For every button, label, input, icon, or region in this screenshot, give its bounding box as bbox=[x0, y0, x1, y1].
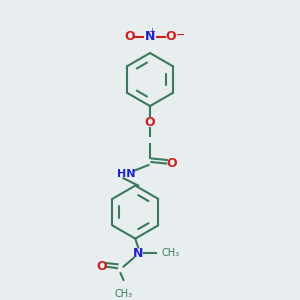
Text: O: O bbox=[124, 30, 135, 43]
Text: −: − bbox=[176, 30, 185, 40]
Text: N: N bbox=[145, 30, 155, 43]
Text: O: O bbox=[165, 30, 176, 43]
Text: O: O bbox=[96, 260, 107, 273]
Text: CH₃: CH₃ bbox=[114, 289, 133, 299]
Text: CH₃: CH₃ bbox=[162, 248, 180, 258]
Text: O: O bbox=[167, 157, 177, 170]
Text: O: O bbox=[145, 116, 155, 129]
Text: HN: HN bbox=[117, 169, 136, 179]
Text: N: N bbox=[133, 247, 143, 260]
Text: +: + bbox=[148, 27, 155, 36]
